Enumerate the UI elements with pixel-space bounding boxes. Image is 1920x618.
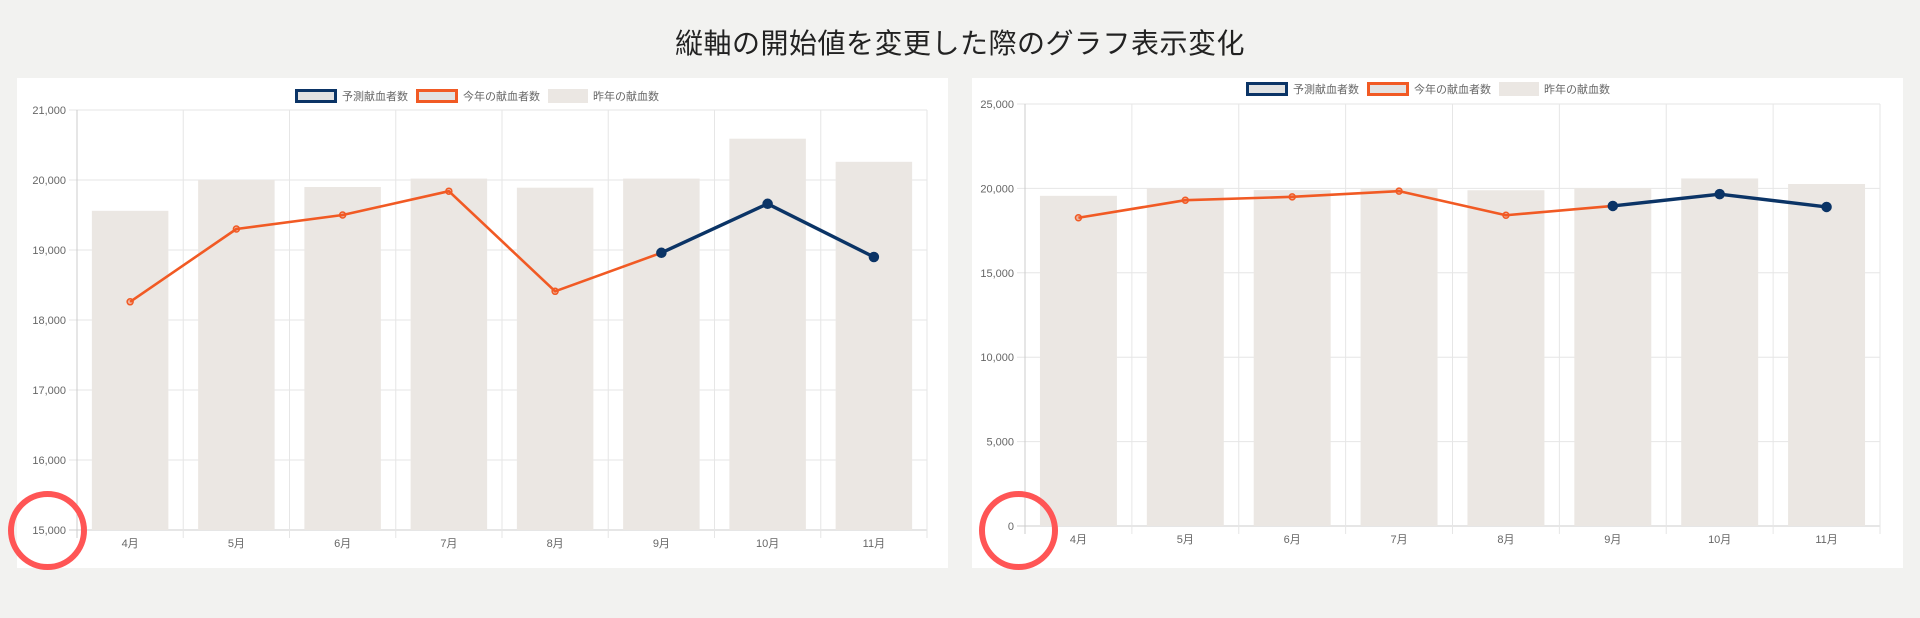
legend-label-last-year: 昨年の献血数 — [593, 90, 659, 103]
x-tick-label: 7月 — [440, 538, 457, 550]
line-this-year-point[interactable] — [126, 298, 134, 306]
y-tick-label: 10,000 — [980, 352, 1014, 364]
x-tick-label: 7月 — [1391, 534, 1408, 546]
line-this-year-point[interactable] — [551, 287, 559, 296]
legend-label-forecast: 予測献血者数 — [342, 90, 408, 103]
y-tick-label: 20,000 — [32, 175, 66, 187]
bar-last-year[interactable] — [304, 187, 381, 530]
chart-legend-left: 予測献血者数 今年の献血者数 昨年の献血数 — [295, 88, 667, 104]
legend-label-forecast: 予測献血者数 — [1293, 83, 1359, 96]
x-tick-label: 5月 — [1177, 534, 1194, 546]
chart-panel-right: 予測献血者数 今年の献血者数 昨年の献血数 0 5,000 10,000 15,000… — [972, 78, 1903, 568]
legend-label-this-year: 今年の献血者数 — [463, 90, 540, 103]
bar-last-year[interactable] — [729, 138, 806, 530]
bar-last-year[interactable] — [835, 161, 913, 531]
y-tick-label: 17,000 — [32, 385, 66, 397]
legend-swatch-this-year-icon — [1367, 82, 1409, 96]
bar-last-year[interactable] — [516, 187, 594, 530]
legend-label-last-year: 昨年の献血数 — [1544, 83, 1610, 96]
line-this-year-point[interactable] — [445, 187, 453, 195]
line-this-year-point[interactable] — [1181, 196, 1190, 204]
bar-last-year[interactable] — [1253, 190, 1331, 526]
line-forecast-point[interactable] — [1714, 188, 1725, 200]
y-tick-label: 20,000 — [980, 183, 1014, 195]
legend-label-this-year: 今年の献血者数 — [1414, 83, 1491, 96]
legend-item-this-year[interactable]: 今年の献血者数 — [1367, 81, 1491, 97]
y-tick-label: 21,000 — [32, 105, 66, 117]
bar-last-year[interactable] — [623, 178, 700, 530]
legend-item-last-year[interactable]: 昨年の献血数 — [1499, 81, 1610, 97]
y-tick-label: 19,000 — [32, 245, 66, 257]
legend-swatch-last-year-icon — [1499, 82, 1539, 96]
line-this-year-point[interactable] — [232, 225, 241, 233]
y-tick-label: 18,000 — [32, 315, 66, 327]
legend-item-last-year[interactable]: 昨年の献血数 — [548, 88, 659, 104]
legend-item-this-year[interactable]: 今年の献血者数 — [416, 88, 540, 104]
line-this-year-point[interactable] — [338, 211, 347, 219]
line-forecast-point[interactable] — [868, 251, 880, 263]
bar-last-year[interactable] — [1788, 184, 1866, 526]
bar-last-year[interactable] — [1467, 190, 1545, 526]
x-tick-label: 4月 — [122, 538, 139, 550]
chart-plot-right: 0 5,000 10,000 15,000 20,000 25,000 4月 5月 6月 7月 8月… — [980, 99, 1881, 546]
bar-last-year[interactable] — [410, 178, 488, 530]
x-tick-label: 10月 — [1708, 534, 1731, 546]
line-forecast-point[interactable] — [1821, 201, 1832, 213]
x-tick-label: 11月 — [863, 538, 885, 550]
x-tick-label: 10月 — [756, 538, 779, 550]
line-this-year-point[interactable] — [1502, 211, 1510, 219]
bar-last-year[interactable] — [1681, 178, 1759, 526]
chart-panel-left: 予測献血者数 今年の献血者数 昨年の献血数 15,000 16,000 17,000… — [17, 78, 948, 568]
legend-swatch-forecast-icon — [295, 89, 337, 103]
x-tick-label: 11月 — [1815, 534, 1837, 546]
bar-last-year[interactable] — [1039, 195, 1117, 526]
legend-swatch-forecast-icon — [1246, 82, 1288, 96]
x-tick-label: 6月 — [334, 538, 351, 550]
x-tick-label: 5月 — [228, 538, 245, 550]
bar-last-year[interactable] — [1574, 188, 1652, 526]
line-this-year — [1078, 189, 1613, 220]
y-tick-label: 25,000 — [980, 99, 1014, 111]
chart-plot-left: 15,000 16,000 17,000 18,000 19,000 20,000 21,0… — [32, 105, 928, 550]
bar-last-year[interactable] — [1146, 188, 1224, 526]
y-tick-label: 15,000 — [32, 525, 66, 537]
y-tick-label: 15,000 — [980, 268, 1014, 280]
x-tick-label: 6月 — [1284, 534, 1301, 546]
line-forecast-point[interactable] — [656, 247, 667, 259]
line-this-year-point[interactable] — [1395, 187, 1403, 195]
x-tick-label: 8月 — [547, 538, 564, 550]
y-tick-label: 5,000 — [986, 437, 1014, 449]
page-title: 縦軸の開始値を変更した際のグラフ表示変化 — [674, 27, 1245, 60]
x-tick-label: 9月 — [1604, 534, 1621, 546]
chart-legend-right: 予測献血者数 今年の献血者数 昨年の献血数 — [1246, 81, 1618, 97]
legend-item-forecast[interactable]: 予測献血者数 — [295, 88, 408, 104]
legend-swatch-this-year-icon — [416, 89, 458, 103]
line-forecast-point[interactable] — [762, 198, 773, 210]
x-tick-label: 8月 — [1497, 534, 1514, 546]
bar-last-year[interactable] — [1360, 188, 1438, 526]
line-this-year — [129, 189, 662, 303]
y-tick-label: 0 — [1008, 521, 1014, 533]
bar-last-year[interactable] — [198, 180, 275, 530]
line-this-year-point[interactable] — [1288, 193, 1296, 201]
line-forecast-point[interactable] — [1607, 200, 1619, 212]
legend-swatch-last-year-icon — [548, 89, 588, 103]
x-tick-label: 4月 — [1070, 534, 1087, 546]
y-tick-label: 16,000 — [32, 455, 66, 467]
bar-last-year[interactable] — [91, 210, 169, 531]
x-tick-label: 9月 — [653, 538, 670, 550]
line-this-year-point[interactable] — [1074, 214, 1083, 222]
legend-item-forecast[interactable]: 予測献血者数 — [1246, 81, 1359, 97]
